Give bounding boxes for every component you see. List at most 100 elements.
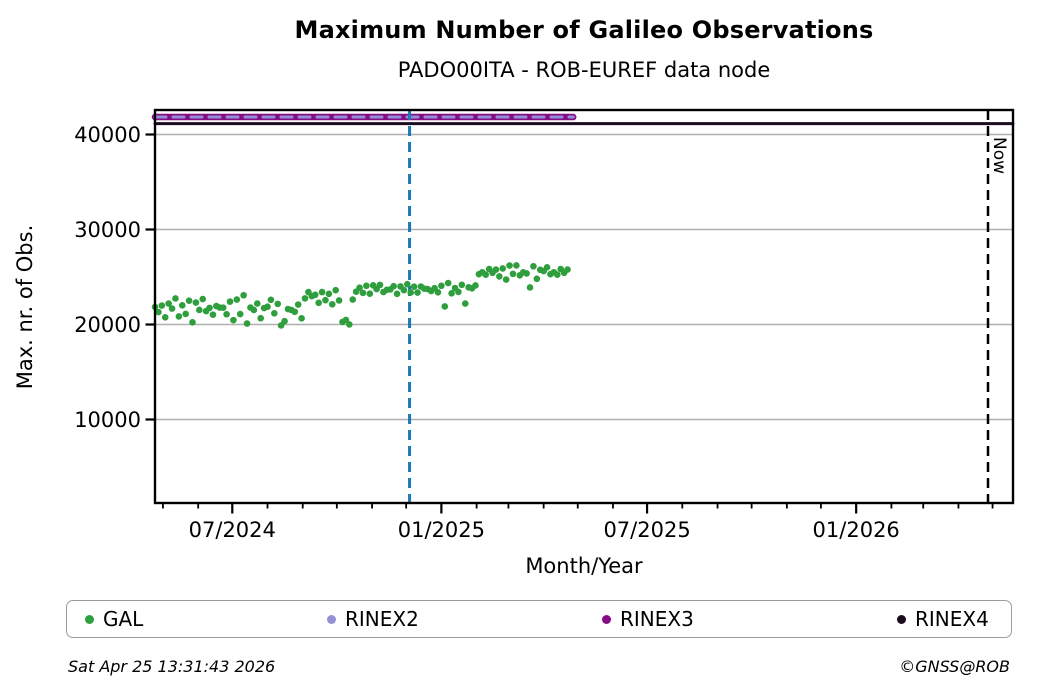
gal-point — [530, 262, 537, 270]
gal-point — [223, 310, 230, 318]
gal-point — [298, 315, 305, 322]
gal-point — [328, 300, 336, 308]
gal-point — [349, 296, 357, 303]
timestamp: Sat Apr 25 13:31:43 2026 — [68, 657, 276, 676]
gal-point — [311, 291, 319, 299]
gal-point — [400, 286, 408, 294]
chart-title: Maximum Number of Galileo Observations — [294, 16, 874, 44]
y-axis-label: Max. nr. of Obs. — [13, 224, 37, 390]
gal-point — [233, 296, 241, 303]
gal-point — [346, 321, 353, 328]
gal-point — [444, 279, 452, 287]
y-tick-label: 40000 — [74, 123, 141, 147]
gal-point — [240, 291, 247, 299]
x-tick-label: 01/2026 — [813, 518, 900, 542]
gal-point — [243, 320, 251, 327]
gal-point — [267, 296, 275, 304]
gal-point — [161, 313, 169, 321]
gal-point — [325, 290, 333, 298]
gal-point — [206, 304, 213, 312]
now-label: Now — [989, 137, 1009, 174]
x-tick-label: 01/2025 — [398, 518, 485, 542]
gal-point — [407, 289, 414, 296]
credit: ©GNSS@ROB — [899, 657, 1010, 676]
gal-point — [533, 275, 541, 283]
gal-point — [492, 266, 500, 273]
gal-point — [209, 311, 217, 319]
gal-point — [506, 262, 513, 269]
gal-point — [564, 266, 571, 273]
gal-point — [410, 283, 418, 290]
gal-point — [291, 308, 299, 316]
gal-point — [482, 271, 489, 279]
legend-label: GAL — [103, 607, 144, 631]
gal-point — [461, 300, 469, 307]
gal-point — [168, 305, 176, 312]
rinex2-marker-icon — [327, 614, 336, 624]
chart-subtitle: PADO00ITA - ROB-EUREF data node — [397, 58, 771, 82]
gal-point — [172, 295, 179, 302]
gal-point — [441, 303, 449, 310]
gal-point — [318, 288, 326, 296]
gal-point — [359, 289, 367, 297]
gal-point — [257, 314, 264, 322]
y-tick-label: 10000 — [74, 408, 141, 432]
gal-point — [294, 301, 302, 308]
gal-point — [496, 273, 503, 280]
gal-point — [376, 281, 384, 289]
plot-frame — [153, 108, 1015, 505]
gal-marker-icon — [85, 614, 94, 624]
gal-point — [155, 308, 162, 316]
legend-label: RINEX2 — [345, 607, 419, 631]
gal-point — [178, 302, 186, 309]
gal-point — [332, 286, 339, 294]
gal-point — [271, 309, 278, 317]
gal-point — [390, 282, 397, 290]
gal-point — [455, 288, 462, 296]
y-tick-label: 30000 — [74, 218, 141, 242]
gal-point — [182, 310, 189, 318]
gal-point — [363, 282, 370, 290]
gal-point — [342, 316, 350, 324]
legend-entry-gal: GAL — [85, 601, 143, 637]
gal-point — [189, 319, 196, 326]
gal-point — [196, 306, 203, 314]
gal-point — [230, 316, 237, 324]
gal-point — [502, 276, 510, 283]
gal-point — [434, 288, 442, 296]
legend: GAL RINEX2 RINEX3 RINEX4 — [66, 600, 1012, 638]
gal-point — [253, 300, 261, 307]
gal-point — [250, 306, 258, 314]
gal-point — [414, 289, 421, 296]
gal-point — [403, 280, 411, 288]
gal-point — [274, 300, 282, 308]
gal-point — [526, 284, 534, 291]
legend-entry-rinex3: RINEX3 — [602, 601, 694, 637]
gal-point — [315, 299, 322, 307]
y-tick-label: 20000 — [74, 313, 141, 337]
gal-point — [192, 299, 200, 306]
gal-point — [185, 297, 193, 304]
gal-point — [438, 282, 445, 290]
gal-point — [509, 270, 517, 278]
rinex4-marker-icon — [897, 614, 906, 624]
legend-entry-rinex2: RINEX2 — [327, 601, 419, 637]
x-tick-label: 07/2025 — [603, 518, 690, 542]
gal-point — [322, 296, 329, 304]
gal-point — [264, 303, 271, 311]
legend-entry-rinex4: RINEX4 — [897, 601, 989, 637]
gal-point — [553, 271, 561, 279]
gal-point — [175, 313, 183, 320]
gal-point — [458, 281, 466, 289]
gal-point — [513, 262, 520, 269]
gal-point — [281, 317, 288, 325]
gal-point — [158, 302, 166, 309]
x-tick-label: 07/2024 — [189, 518, 276, 542]
gal-point — [356, 284, 363, 292]
legend-label: RINEX3 — [620, 607, 694, 631]
rinex3-marker-icon — [602, 614, 611, 624]
x-axis-label: Month/Year — [525, 554, 643, 578]
gal-point — [301, 295, 309, 302]
